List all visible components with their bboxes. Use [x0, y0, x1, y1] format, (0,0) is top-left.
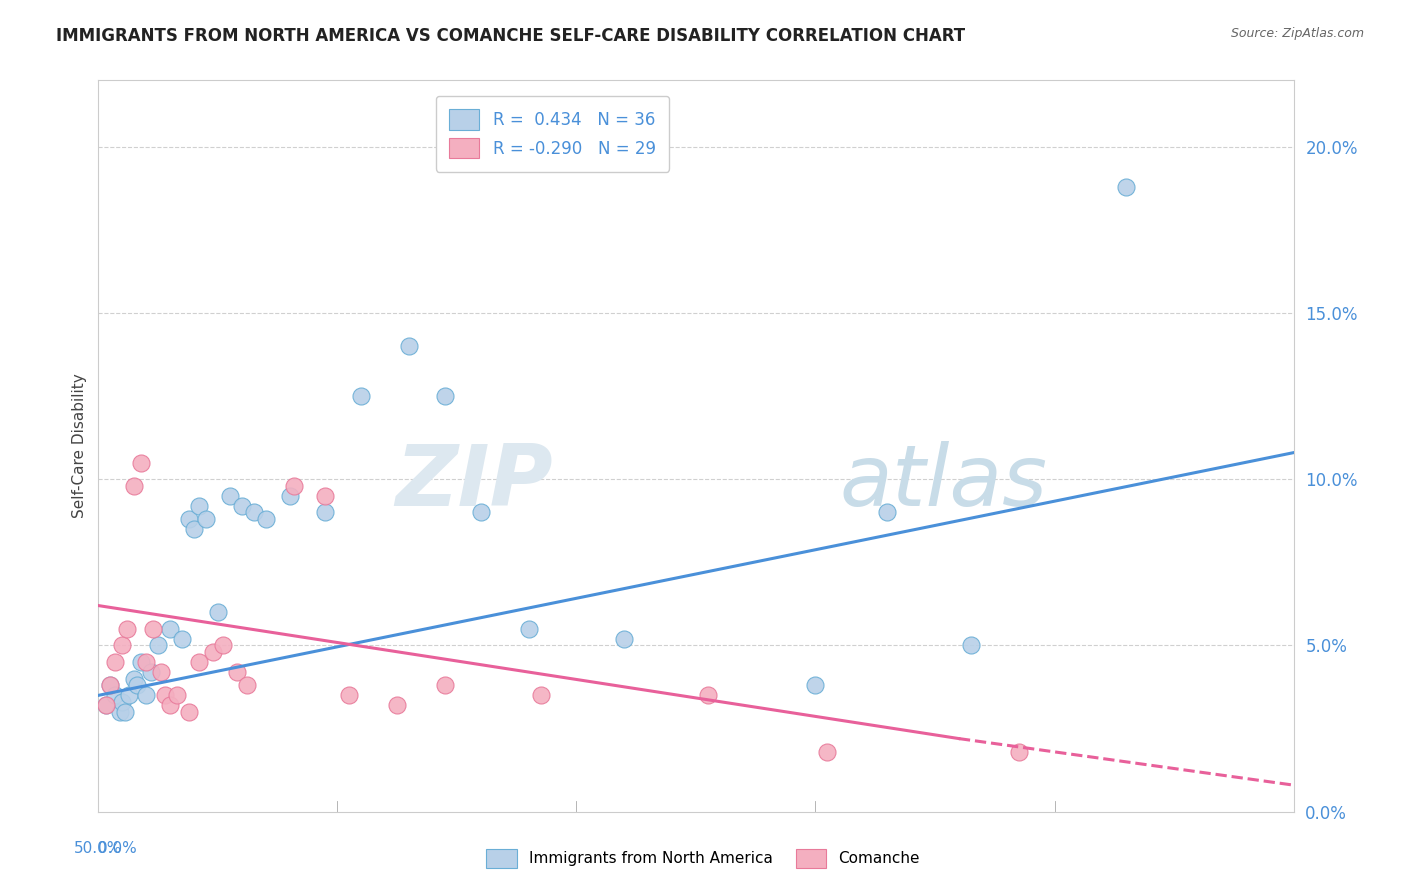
Point	[111, 639, 134, 653]
Point	[108, 705, 131, 719]
Point	[115, 622, 138, 636]
Point	[104, 655, 127, 669]
Point	[283, 479, 305, 493]
Point	[434, 389, 457, 403]
Point	[613, 632, 636, 646]
Point	[960, 639, 983, 653]
Point	[94, 698, 117, 713]
Point	[530, 689, 553, 703]
Point	[142, 622, 165, 636]
Point	[350, 389, 373, 403]
Point	[131, 655, 153, 669]
Point	[385, 698, 409, 713]
Point	[817, 745, 839, 759]
Point	[166, 689, 188, 703]
Point	[124, 672, 146, 686]
Point	[315, 489, 337, 503]
Text: atlas: atlas	[839, 441, 1047, 524]
Point	[114, 705, 136, 719]
Point	[148, 639, 170, 653]
Point	[139, 665, 162, 679]
Text: 0.0%: 0.0%	[98, 841, 138, 856]
Text: ZIP: ZIP	[395, 441, 553, 524]
Point	[98, 678, 122, 692]
Point	[315, 506, 337, 520]
Point	[135, 689, 157, 703]
Legend: Immigrants from North America, Comanche: Immigrants from North America, Comanche	[474, 837, 932, 880]
Point	[183, 522, 205, 536]
Point	[254, 512, 277, 526]
Point	[159, 698, 181, 713]
Text: 50.0%: 50.0%	[75, 841, 122, 856]
Point	[804, 678, 827, 692]
Point	[231, 499, 253, 513]
Point	[195, 512, 218, 526]
Y-axis label: Self-Care Disability: Self-Care Disability	[72, 374, 87, 518]
Point	[1115, 179, 1137, 194]
Point	[876, 506, 898, 520]
Point	[235, 678, 257, 692]
Point	[187, 499, 209, 513]
Point	[104, 689, 127, 703]
Point	[155, 689, 177, 703]
Point	[179, 705, 201, 719]
Point	[187, 655, 209, 669]
Point	[179, 512, 201, 526]
Point	[398, 339, 420, 353]
Point	[1008, 745, 1031, 759]
Text: IMMIGRANTS FROM NORTH AMERICA VS COMANCHE SELF-CARE DISABILITY CORRELATION CHART: IMMIGRANTS FROM NORTH AMERICA VS COMANCH…	[56, 27, 966, 45]
Legend: R =  0.434   N = 36, R = -0.290   N = 29: R = 0.434 N = 36, R = -0.290 N = 29	[436, 96, 669, 171]
Point	[243, 506, 266, 520]
Point	[202, 645, 225, 659]
Point	[94, 698, 117, 713]
Point	[278, 489, 301, 503]
Point	[434, 678, 457, 692]
Text: Source: ZipAtlas.com: Source: ZipAtlas.com	[1230, 27, 1364, 40]
Point	[135, 655, 157, 669]
Point	[111, 695, 134, 709]
Point	[517, 622, 540, 636]
Point	[149, 665, 172, 679]
Point	[470, 506, 492, 520]
Point	[172, 632, 194, 646]
Point	[339, 689, 361, 703]
Point	[124, 479, 146, 493]
Point	[207, 605, 229, 619]
Point	[131, 456, 153, 470]
Point	[219, 489, 242, 503]
Point	[118, 689, 141, 703]
Point	[226, 665, 249, 679]
Point	[125, 678, 148, 692]
Point	[211, 639, 233, 653]
Point	[697, 689, 720, 703]
Point	[159, 622, 181, 636]
Point	[98, 678, 122, 692]
